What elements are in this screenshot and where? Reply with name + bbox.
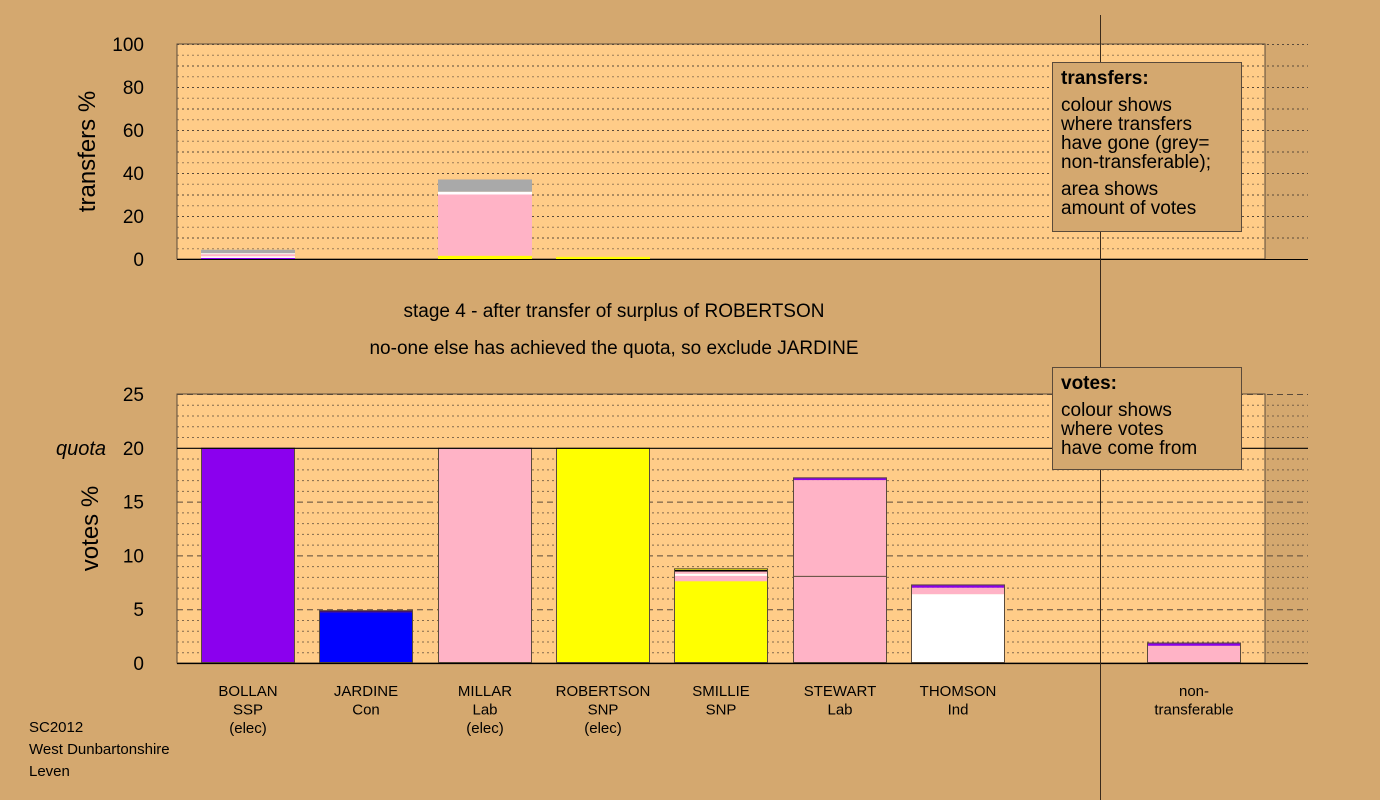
nontransferable-bar-segment <box>1147 642 1241 646</box>
vote-bar-segment <box>674 571 768 574</box>
vote-bar-outline <box>674 568 768 664</box>
transfer-bar-segment <box>201 257 295 259</box>
votes-legend: votes: colour shows where votes have com… <box>1052 367 1242 470</box>
votes-tick-label: 20 <box>123 439 144 460</box>
votes-tick-label: 5 <box>133 600 144 621</box>
nontransferable-label: transferable <box>1154 702 1233 719</box>
transfers-legend-line: non-transferable); <box>1061 152 1211 173</box>
vote-bar-segment <box>319 612 413 663</box>
vote-bar-segment <box>674 569 768 572</box>
candidate-label: SNP <box>588 702 619 719</box>
footer-election: SC2012 <box>29 719 84 736</box>
votes-tick-label: 25 <box>123 385 144 406</box>
transfers-legend: transfers: colour shows where transfers … <box>1052 62 1242 232</box>
action-caption: no-one else has achieved the quota, so e… <box>369 338 859 359</box>
transfer-bar-segment <box>438 191 532 195</box>
candidate-label: Lab <box>472 702 497 719</box>
transfers-tick-label: 0 <box>133 250 144 271</box>
vote-bar-segment <box>438 447 532 663</box>
candidate-label: THOMSON <box>920 683 997 700</box>
transfers-legend-line: amount of votes <box>1061 198 1197 219</box>
transfers-legend-line: colour shows <box>1061 95 1172 116</box>
transfer-bar-segment <box>201 249 295 254</box>
candidate-label: (elec) <box>229 720 267 737</box>
transfers-legend-line: area shows <box>1061 179 1159 200</box>
transfers-tick-label: 80 <box>123 78 144 99</box>
nontransferable-label: non- <box>1179 683 1209 700</box>
candidate-label: Lab <box>827 702 852 719</box>
transfer-bar-segment <box>201 256 295 258</box>
candidate-label: STEWART <box>804 683 877 700</box>
votes-legend-line: have come from <box>1061 438 1198 459</box>
votes-tick-label: 0 <box>133 654 144 675</box>
footer-ward: Leven <box>29 763 70 780</box>
vote-bar-outline <box>911 584 1005 664</box>
vote-bar-segment <box>556 447 650 663</box>
transfers-tick-label: 100 <box>112 35 144 56</box>
vote-bar-outline <box>319 610 413 663</box>
votes-axis-title: votes % <box>77 486 104 571</box>
quota-label: quota <box>56 438 106 460</box>
transfer-bar-segment <box>201 254 295 257</box>
transfer-bar-segment <box>438 179 532 192</box>
transfers-legend-line: have gone (grey= <box>1061 133 1210 154</box>
candidate-label: BOLLAN <box>218 683 277 700</box>
vote-bar-segment <box>793 477 887 481</box>
candidate-label: SMILLIE <box>692 683 750 700</box>
transfer-bar-segment <box>438 194 532 256</box>
votes-tick-label: 15 <box>123 493 144 514</box>
candidate-label: SNP <box>706 702 737 719</box>
candidate-label: JARDINE <box>334 683 398 700</box>
transfers-tick-label: 60 <box>123 121 144 142</box>
vote-bar-segment <box>674 573 768 576</box>
vote-bar-outline <box>793 477 887 664</box>
vote-bar-segment <box>793 480 887 576</box>
votes-tick-label: 10 <box>123 546 144 567</box>
votes-legend-title: votes: <box>1061 373 1117 394</box>
candidate-label: Con <box>352 702 380 719</box>
transfers-axis-title: transfers % <box>74 91 101 212</box>
vote-bar-segment <box>911 584 1005 588</box>
transfers-legend-line: where transfers <box>1061 114 1192 135</box>
candidate-label: Ind <box>948 702 969 719</box>
nontransferable-bar-outline <box>1147 642 1241 664</box>
transfers-legend-title: transfers: <box>1061 68 1149 89</box>
candidate-label: MILLAR <box>458 683 512 700</box>
footer-council: West Dunbartonshire <box>29 741 170 758</box>
transfer-bar-segment <box>556 256 650 259</box>
transfers-tick-label: 40 <box>123 164 144 185</box>
candidate-label: (elec) <box>466 720 504 737</box>
vote-bar-segment <box>911 587 1005 595</box>
votes-legend-line: where votes <box>1061 419 1164 440</box>
stage-caption: stage 4 - after transfer of surplus of R… <box>403 301 825 322</box>
vote-bar-segment <box>319 610 413 613</box>
transfers-tick-label: 20 <box>123 207 144 228</box>
nontransferable-bar-segment <box>1147 645 1241 663</box>
votes-legend-line: colour shows <box>1061 400 1172 421</box>
candidate-label: (elec) <box>584 720 622 737</box>
transfer-bar-segment <box>438 255 532 259</box>
vote-bar-segment <box>911 594 1005 663</box>
candidate-label: SSP <box>233 702 263 719</box>
candidate-label: ROBERTSON <box>556 683 651 700</box>
vote-bar-segment <box>201 447 295 663</box>
vote-bar-segment <box>674 581 768 663</box>
vote-bar-segment <box>793 575 887 663</box>
vote-bar-segment <box>674 575 768 582</box>
transfer-bar-segment <box>201 253 295 255</box>
